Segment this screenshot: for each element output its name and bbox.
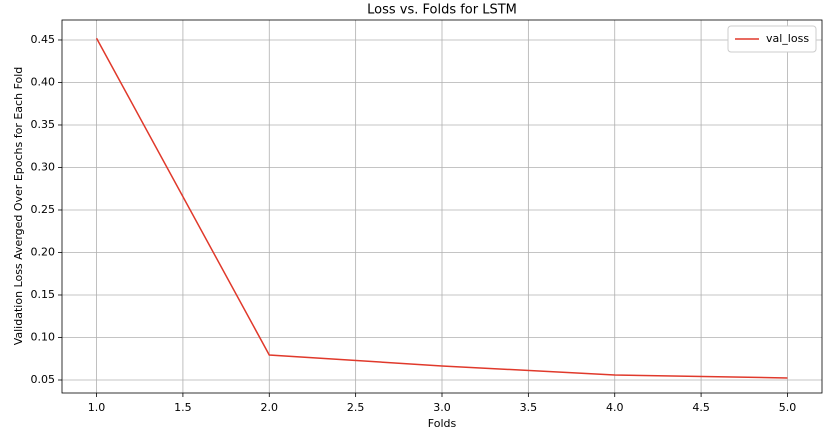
x-tick-label: 4.5 (692, 401, 710, 414)
y-axis-label: Validation Loss Averged Over Epochs for … (12, 67, 25, 346)
y-tick-label: 0.40 (31, 75, 56, 88)
legend-label: val_loss (766, 32, 809, 45)
x-tick-label: 2.5 (347, 401, 365, 414)
x-tick-label: 3.0 (433, 401, 451, 414)
plot-frame (61, 19, 823, 394)
chart-title: Loss vs. Folds for LSTM (367, 3, 517, 18)
y-tick-label: 0.05 (31, 373, 56, 386)
data-line (95, 37, 788, 379)
y-tick-label: 0.10 (31, 330, 56, 343)
y-tick-label: 0.30 (31, 160, 56, 173)
x-tick-label: 5.0 (779, 401, 797, 414)
x-axis-label: Folds (428, 417, 457, 430)
y-tick-label: 0.25 (31, 203, 56, 216)
y-tick-label: 0.15 (31, 288, 56, 301)
legend-box (727, 25, 817, 53)
y-tick-label: 0.20 (31, 245, 56, 258)
x-tick-label: 3.5 (520, 401, 538, 414)
x-tick-label: 1.0 (88, 401, 106, 414)
x-tick-label: 1.5 (174, 401, 192, 414)
x-tick-label: 2.0 (261, 401, 279, 414)
y-tick-label: 0.35 (31, 118, 56, 131)
x-tick-label: 4.0 (606, 401, 624, 414)
y-tick-label: 0.45 (31, 33, 56, 46)
